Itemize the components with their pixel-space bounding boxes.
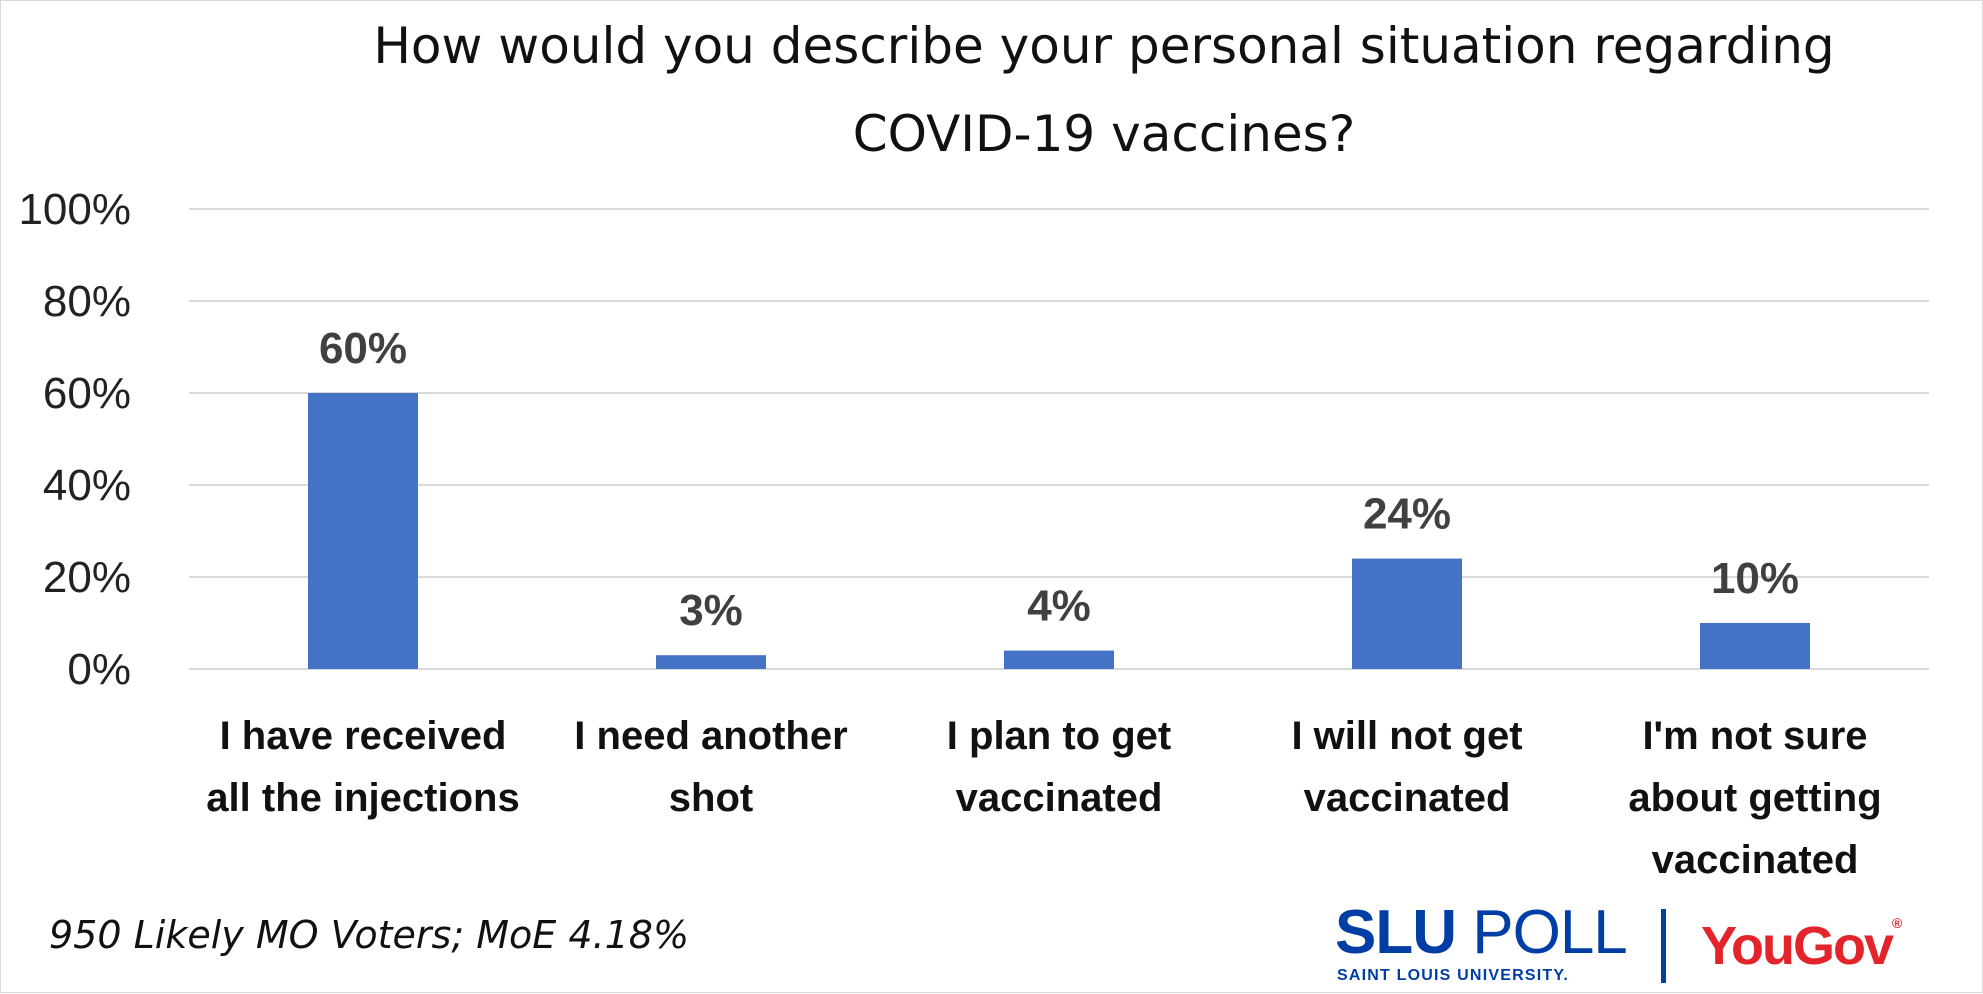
category-label: I need another [574,714,847,758]
data-label: 4% [1027,582,1091,631]
category-label: vaccinated [1652,838,1859,882]
footnote: 950 Likely MO Voters; MoE 4.18% [49,913,690,957]
slu-subtitle: SAINT LOUIS UNIVERSITY. [1337,967,1570,984]
poll-text: POLL [1472,898,1628,967]
category-label: I have received [220,714,507,758]
data-label: 3% [679,586,743,635]
bar [1700,623,1810,669]
registered-mark: ® [1892,915,1903,931]
slu-poll-wordmark: SLU POLL [1335,898,1628,967]
y-tick-label: 100% [18,185,131,234]
category-label: I'm not sure [1642,714,1867,758]
y-tick-label: 20% [43,553,131,602]
data-label: 24% [1363,490,1451,539]
bar [1352,558,1462,669]
data-label: 60% [319,324,407,373]
category-label: about getting [1628,776,1881,820]
bar [1004,650,1114,669]
slu-poll-logo: SLU POLL SAINT LOUIS UNIVERSITY. [1335,898,1628,987]
y-tick-label: 0% [67,645,131,694]
category-label: I plan to get [947,714,1171,758]
yougov-logo: YouGov® [1701,915,1902,977]
category-label: vaccinated [956,776,1163,820]
category-label: all the injections [206,776,519,820]
data-label: 10% [1711,554,1799,603]
bar [656,655,766,669]
category-label: shot [669,776,753,820]
yougov-text: YouGov [1701,916,1894,976]
y-tick-label: 80% [43,277,131,326]
y-tick-label: 40% [43,461,131,510]
logo-divider [1661,909,1666,983]
chart-title-line: How would you describe your personal sit… [373,17,1834,75]
category-label: vaccinated [1304,776,1511,820]
y-tick-label: 60% [43,369,131,418]
category-label: I will not get [1291,714,1522,758]
chart-title-line: COVID-19 vaccines? [853,105,1356,163]
slu-text: SLU [1335,898,1457,967]
bar [308,393,418,669]
